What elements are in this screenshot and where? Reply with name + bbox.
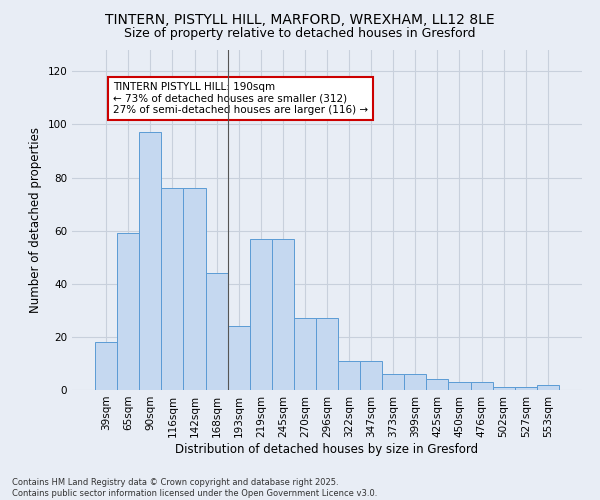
Bar (515, 388, 537, 390)
Bar (382, 374, 404, 390)
Bar (316, 318, 338, 390)
X-axis label: Distribution of detached houses by size in Gresford: Distribution of detached houses by size … (175, 442, 479, 456)
Text: TINTERN, PISTYLL HILL, MARFORD, WREXHAM, LL12 8LE: TINTERN, PISTYLL HILL, MARFORD, WREXHAM,… (105, 12, 495, 26)
Bar (427, 380, 448, 390)
Bar (161, 188, 184, 390)
Bar (250, 238, 272, 390)
Bar (470, 382, 493, 390)
Bar (360, 361, 382, 390)
Bar (448, 382, 470, 390)
Bar (537, 384, 559, 390)
Bar (404, 374, 427, 390)
Bar (493, 388, 515, 390)
Bar (338, 361, 360, 390)
Text: TINTERN PISTYLL HILL: 190sqm
← 73% of detached houses are smaller (312)
27% of s: TINTERN PISTYLL HILL: 190sqm ← 73% of de… (113, 82, 368, 115)
Bar (117, 234, 139, 390)
Bar (184, 188, 206, 390)
Text: Size of property relative to detached houses in Gresford: Size of property relative to detached ho… (124, 28, 476, 40)
Bar (139, 132, 161, 390)
Bar (272, 238, 294, 390)
Text: Contains HM Land Registry data © Crown copyright and database right 2025.
Contai: Contains HM Land Registry data © Crown c… (12, 478, 377, 498)
Bar (294, 318, 316, 390)
Bar (227, 326, 250, 390)
Y-axis label: Number of detached properties: Number of detached properties (29, 127, 42, 313)
Bar (95, 342, 117, 390)
Bar (206, 273, 227, 390)
